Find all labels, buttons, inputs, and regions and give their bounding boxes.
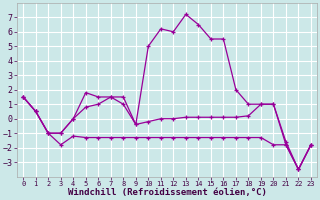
X-axis label: Windchill (Refroidissement éolien,°C): Windchill (Refroidissement éolien,°C): [68, 188, 267, 197]
